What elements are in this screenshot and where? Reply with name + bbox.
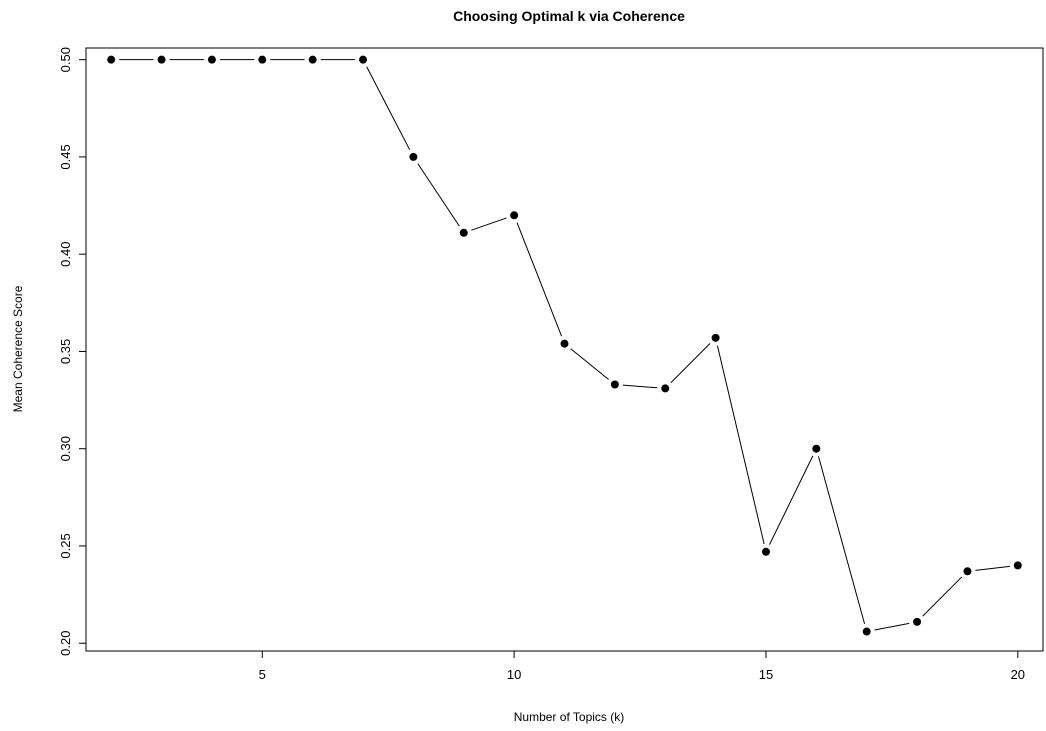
data-point [560,339,569,348]
series-line-segment [975,565,1010,571]
series-line-segment [471,217,507,231]
chart-title: Choosing Optimal k via Coherence [453,8,685,24]
data-point [913,617,922,626]
series-line-segment [817,456,866,624]
y-tick-label: 0.40 [58,242,73,267]
y-tick-label: 0.20 [58,631,73,656]
data-point [610,380,619,389]
x-tick-label: 20 [1011,667,1025,682]
x-tick-label: 5 [259,667,266,682]
y-tick-label: 0.50 [58,47,73,72]
series-line-segment [366,66,411,151]
data-point [1013,561,1022,570]
y-tick-label: 0.25 [58,533,73,558]
series-line-segment [874,622,910,631]
series-line-segment [769,455,814,545]
series-line-segment [622,384,658,389]
plot-frame [85,47,1044,652]
data-point [963,567,972,576]
data-point [711,333,720,342]
series-line-segment [670,343,711,384]
series-line-segment [922,576,963,617]
data-point [761,547,770,556]
data-point [107,55,116,64]
y-axis-label: Mean Coherence Score [11,285,25,412]
data-point [207,55,216,64]
data-point [510,211,519,220]
data-point [862,627,871,636]
y-tick-label: 0.35 [58,339,73,364]
y-axis: 0.20 0.25 0.30 0.35 0.40 0.45 0.50 [58,47,86,656]
data-point [812,444,821,453]
x-axis: 5 10 15 20 [259,651,1025,682]
x-tick-label: 15 [759,667,773,682]
y-tick-label: 0.45 [58,144,73,169]
data-point [308,55,317,64]
x-tick-label: 10 [507,667,521,682]
series-line-segment [516,222,563,337]
data-point [258,55,267,64]
data-point [459,228,468,237]
series-line-segment [716,345,765,545]
data-series [107,55,1022,636]
data-point [359,55,368,64]
data-point [157,55,166,64]
series-line-segment [417,163,460,227]
data-point [661,384,670,393]
x-axis-label: Number of Topics (k) [514,710,624,724]
series-line-segment [570,348,609,380]
data-point [409,152,418,161]
y-tick-label: 0.30 [58,436,73,461]
